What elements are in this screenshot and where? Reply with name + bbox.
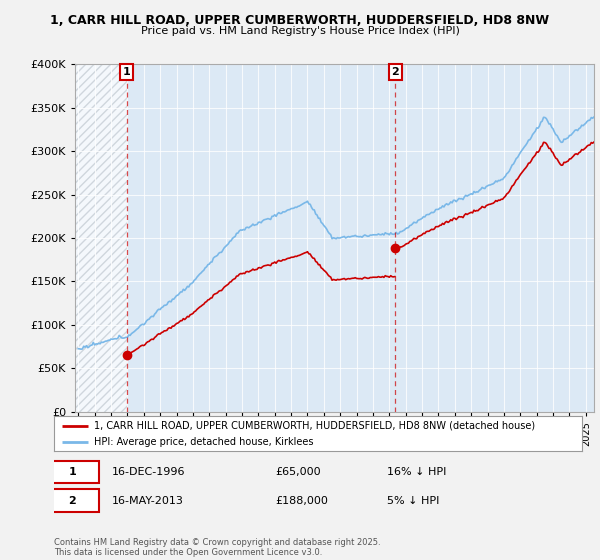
- Text: 1: 1: [68, 467, 76, 477]
- Text: 1: 1: [123, 67, 131, 77]
- Text: HPI: Average price, detached house, Kirklees: HPI: Average price, detached house, Kirk…: [94, 437, 313, 447]
- Polygon shape: [75, 64, 127, 412]
- Text: 2: 2: [392, 67, 399, 77]
- FancyBboxPatch shape: [46, 461, 99, 483]
- Text: 1, CARR HILL ROAD, UPPER CUMBERWORTH, HUDDERSFIELD, HD8 8NW: 1, CARR HILL ROAD, UPPER CUMBERWORTH, HU…: [50, 14, 550, 27]
- Text: 16% ↓ HPI: 16% ↓ HPI: [386, 467, 446, 477]
- Text: 2: 2: [68, 496, 76, 506]
- Text: £65,000: £65,000: [276, 467, 322, 477]
- Text: £188,000: £188,000: [276, 496, 329, 506]
- Text: 16-MAY-2013: 16-MAY-2013: [112, 496, 184, 506]
- Text: 5% ↓ HPI: 5% ↓ HPI: [386, 496, 439, 506]
- Text: Price paid vs. HM Land Registry's House Price Index (HPI): Price paid vs. HM Land Registry's House …: [140, 26, 460, 36]
- Text: Contains HM Land Registry data © Crown copyright and database right 2025.
This d: Contains HM Land Registry data © Crown c…: [54, 538, 380, 557]
- FancyBboxPatch shape: [46, 489, 99, 512]
- Text: 16-DEC-1996: 16-DEC-1996: [112, 467, 185, 477]
- Text: 1, CARR HILL ROAD, UPPER CUMBERWORTH, HUDDERSFIELD, HD8 8NW (detached house): 1, CARR HILL ROAD, UPPER CUMBERWORTH, HU…: [94, 421, 535, 431]
